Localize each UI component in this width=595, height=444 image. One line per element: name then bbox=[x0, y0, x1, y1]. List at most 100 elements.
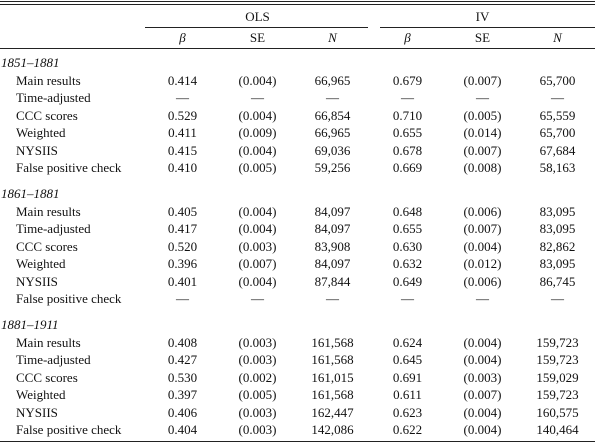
cell: — bbox=[176, 291, 189, 306]
cell: 159,029 bbox=[536, 369, 579, 385]
cell: 0.529 bbox=[167, 107, 198, 123]
cell: 0.405 bbox=[167, 203, 198, 219]
cell: 58,163 bbox=[539, 160, 576, 175]
cell: 159,723 bbox=[536, 387, 579, 402]
cell: (0.009) bbox=[238, 125, 277, 140]
cell: (0.006) bbox=[463, 273, 502, 289]
cell: (0.003) bbox=[463, 369, 502, 385]
cell: 0.397 bbox=[167, 387, 198, 402]
row-label: NYSIIS bbox=[16, 404, 58, 420]
row-label: Weighted bbox=[16, 387, 66, 402]
cell: — bbox=[326, 90, 339, 105]
cell: 0.406 bbox=[167, 404, 198, 420]
section-title: 1861–1881 bbox=[1, 186, 60, 201]
cell: 160,575 bbox=[536, 404, 579, 420]
cell: (0.007) bbox=[463, 72, 502, 88]
row-label: Main results bbox=[16, 334, 81, 350]
cell: 0.410 bbox=[167, 160, 198, 175]
row-label: Main results bbox=[16, 203, 81, 219]
cell: 159,723 bbox=[536, 352, 579, 367]
row-label: False positive check bbox=[16, 291, 122, 306]
cell: 67,684 bbox=[539, 142, 576, 158]
cell: (0.004) bbox=[238, 142, 277, 158]
header-rule bbox=[0, 48, 595, 49]
cell: 66,854 bbox=[314, 107, 351, 123]
cell: (0.004) bbox=[463, 422, 502, 437]
cell: 159,723 bbox=[536, 334, 579, 350]
cell: 0.427 bbox=[167, 352, 198, 367]
cell: (0.003) bbox=[238, 422, 277, 437]
cell: (0.007) bbox=[463, 221, 502, 236]
group-rule bbox=[145, 27, 368, 28]
group-header: OLS bbox=[245, 9, 270, 24]
cell: (0.005) bbox=[238, 387, 277, 402]
cell: 142,086 bbox=[311, 422, 354, 437]
cell: 87,844 bbox=[314, 273, 351, 289]
cell: 66,965 bbox=[314, 125, 351, 140]
cell: 0.530 bbox=[167, 369, 198, 385]
cell: (0.012) bbox=[463, 256, 502, 271]
row-label: Main results bbox=[16, 72, 81, 88]
row-label: NYSIIS bbox=[16, 273, 58, 289]
cell: 0.691 bbox=[392, 369, 423, 385]
cell: 0.678 bbox=[392, 142, 423, 158]
column-header: β bbox=[404, 30, 411, 45]
cell: 0.622 bbox=[392, 422, 423, 437]
cell: — bbox=[251, 291, 264, 306]
row-label: CCC scores bbox=[16, 238, 78, 254]
cell: (0.003) bbox=[238, 352, 277, 367]
cell: 83,095 bbox=[539, 256, 576, 271]
cell: 0.655 bbox=[392, 125, 423, 140]
cell: (0.004) bbox=[463, 352, 502, 367]
section-title: 1881–1911 bbox=[1, 317, 59, 332]
cell: 162,447 bbox=[311, 404, 354, 420]
cell: 65,700 bbox=[539, 72, 576, 88]
cell: (0.008) bbox=[463, 160, 502, 175]
row-label: False positive check bbox=[16, 422, 122, 437]
cell: 65,700 bbox=[539, 125, 576, 140]
cell: 0.414 bbox=[167, 72, 198, 88]
cell: (0.004) bbox=[238, 72, 277, 88]
bottom-rule bbox=[0, 441, 595, 442]
cell: 0.417 bbox=[167, 221, 198, 236]
cell: (0.005) bbox=[463, 107, 502, 123]
cell: — bbox=[251, 90, 264, 105]
cell: — bbox=[476, 90, 489, 105]
cell: 66,965 bbox=[314, 72, 351, 88]
cell: — bbox=[401, 90, 414, 105]
cell: 161,015 bbox=[311, 369, 354, 385]
cell: — bbox=[176, 90, 189, 105]
column-header: SE bbox=[249, 30, 266, 45]
cell: — bbox=[476, 291, 489, 306]
cell: 0.623 bbox=[392, 404, 423, 420]
row-label: Time-adjusted bbox=[16, 352, 91, 367]
cell: — bbox=[326, 291, 339, 306]
cell: 0.632 bbox=[392, 256, 423, 271]
cell: (0.004) bbox=[463, 334, 502, 350]
cell: (0.004) bbox=[238, 273, 277, 289]
row-label: CCC scores bbox=[16, 369, 78, 385]
cell: (0.007) bbox=[463, 387, 502, 402]
cell: 0.411 bbox=[168, 125, 197, 140]
cell: 0.415 bbox=[167, 142, 198, 158]
cell: (0.006) bbox=[463, 203, 502, 219]
row-label: CCC scores bbox=[16, 107, 78, 123]
cell: — bbox=[551, 90, 564, 105]
column-header: SE bbox=[474, 30, 491, 45]
cell: 161,568 bbox=[311, 387, 354, 402]
cell: 0.679 bbox=[392, 72, 423, 88]
cell: 84,097 bbox=[314, 203, 351, 219]
cell: 65,559 bbox=[539, 107, 576, 123]
cell: 82,862 bbox=[539, 238, 576, 254]
top-rule bbox=[0, 1, 595, 2]
row-label: Weighted bbox=[16, 256, 66, 271]
cell: (0.007) bbox=[463, 142, 502, 158]
cell: 59,256 bbox=[314, 160, 351, 175]
cell: 0.408 bbox=[167, 334, 198, 350]
row-label: Time-adjusted bbox=[16, 90, 91, 105]
cell: 83,095 bbox=[539, 203, 576, 219]
cell: 83,095 bbox=[539, 221, 576, 236]
column-header: β bbox=[179, 30, 186, 45]
cell: (0.004) bbox=[463, 404, 502, 420]
